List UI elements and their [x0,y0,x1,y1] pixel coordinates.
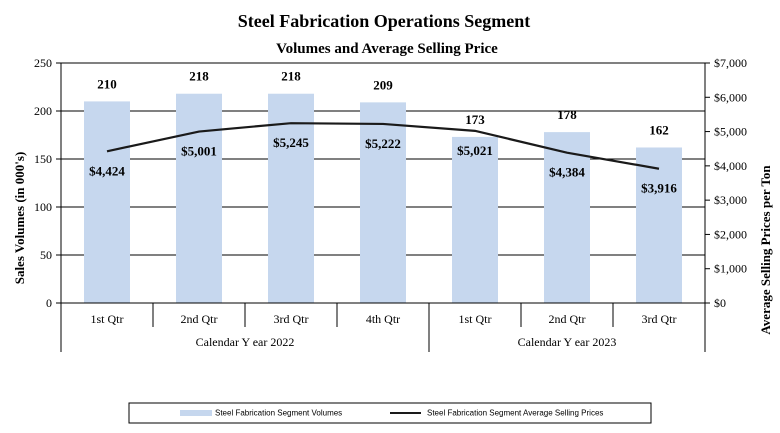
y2-tick-label: $1,000 [714,262,747,276]
bar-value-label: 218 [281,69,301,84]
y-tick-label: 250 [34,56,52,70]
y-tick-label: 100 [34,200,52,214]
legend-bar-label: Steel Fabrication Segment Volumes [215,409,342,418]
price-value-label: $4,424 [89,163,125,178]
right-axis-ticks: $0 $1,000 $2,000 $3,000 $4,000 $5,000 $6,000 $7… [705,56,747,310]
price-line [106,122,660,170]
category-group-label: Calendar Y ear 2022 [196,335,295,349]
left-axis-ticks: 0 50 100 150 200 250 [34,56,61,310]
legend-bar-swatch [180,410,212,416]
bar [176,93,222,303]
y-tick-label: 150 [34,152,52,166]
line-series [106,122,660,170]
bar-value-label: 173 [465,112,485,127]
price-value-label: $3,916 [641,181,677,196]
price-value-label: $5,222 [365,136,401,151]
legend: Steel Fabrication Segment Volumes Steel … [128,402,652,424]
bar [84,101,130,304]
price-value-label: $5,021 [457,143,493,158]
bar-value-label: 209 [373,77,393,92]
bar-value-label: 178 [557,107,577,122]
category-label: 3rd Qtr [274,312,309,326]
y2-axis-label: Average Selling Prices per Ton [758,165,773,335]
y2-tick-label: $5,000 [714,125,747,139]
price-value-label: $4,384 [549,165,585,180]
y2-tick-label: $3,000 [714,193,747,207]
y2-tick-label: $6,000 [714,90,747,104]
category-label: 2nd Qtr [549,312,586,326]
price-value-label: $5,001 [181,144,217,159]
bar-series [84,93,682,304]
price-value-labels: $4,424 $5,001 $5,245 $5,222 $5,021 $4,384 $3,9… [89,135,677,196]
bar [268,93,314,303]
chart-subtitle: Volumes and Average Selling Price [276,41,498,57]
y2-tick-label: $2,000 [714,227,747,241]
bar [452,136,498,303]
y-tick-label: 50 [40,248,52,262]
chart-title: Steel Fabrication Operations Segment [238,11,530,31]
bar-value-labels: 210 218 218 209 173 178 162 [97,69,669,138]
y-tick-label: 200 [34,104,52,118]
category-label: 2nd Qtr [181,312,218,326]
y-axis-label: Sales Volumes (in 000's) [12,152,27,285]
category-label: 1st Qtr [459,312,492,326]
y-tick-label: 0 [46,296,52,310]
bar [636,147,682,303]
y2-tick-label: $4,000 [714,159,747,173]
category-label: 1st Qtr [91,312,124,326]
bar [544,132,590,303]
category-label: 3rd Qtr [642,312,677,326]
axes [60,63,706,304]
category-label: 4th Qtr [366,312,400,326]
legend-line-label: Steel Fabrication Segment Average Sellin… [427,409,603,418]
bar-value-label: 162 [649,122,669,137]
bar-value-label: 210 [97,76,117,91]
category-group-label: Calendar Y ear 2023 [518,335,617,349]
price-value-label: $5,245 [273,135,309,150]
y2-tick-label: $0 [714,296,726,310]
y2-tick-label: $7,000 [714,56,747,70]
category-axis: 1st Qtr 2nd Qtr 3rd Qtr 4th Qtr 1st Qtr 2nd Q… [60,303,706,352]
bar [360,102,406,303]
bar-value-label: 218 [189,69,209,84]
